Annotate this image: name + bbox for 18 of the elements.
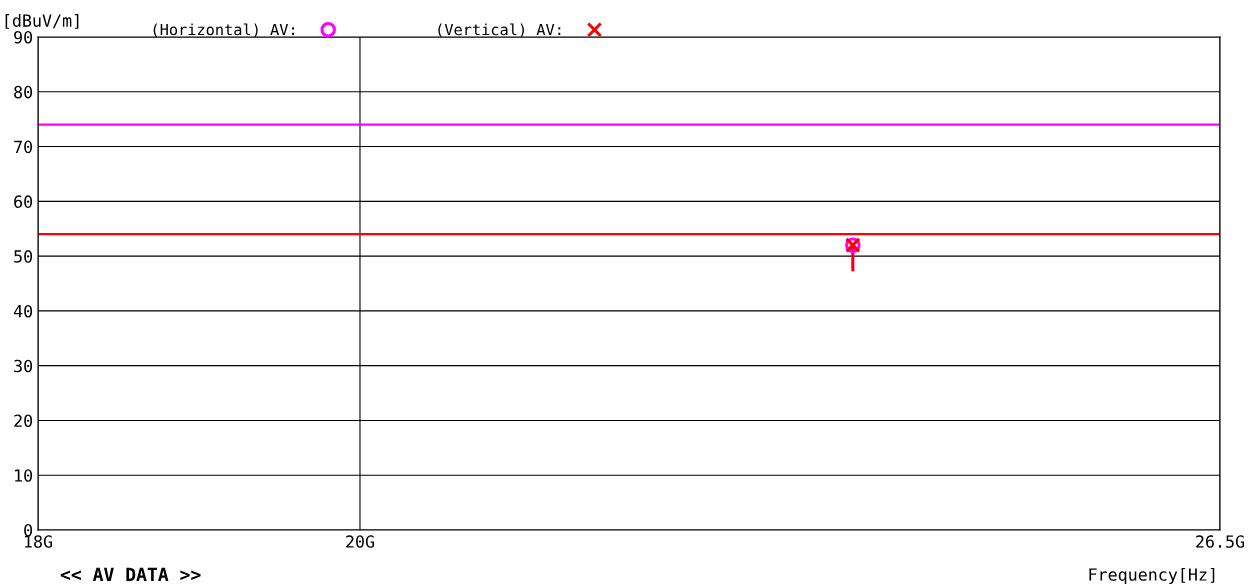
y-tick-label: 30 bbox=[14, 359, 33, 373]
legend-label: (Vertical) AV: bbox=[438, 23, 561, 38]
x-axis-title: Frequency[Hz] bbox=[1089, 567, 1215, 585]
y-tick-label: 20 bbox=[14, 414, 33, 428]
y-tick-label: 0 bbox=[24, 524, 33, 537]
y-tick-label: 40 bbox=[13, 304, 33, 318]
y-tick-label: 90 bbox=[14, 31, 33, 44]
y-tick-label: 50 bbox=[14, 250, 33, 263]
y-tick-label: 80 bbox=[14, 85, 33, 99]
x-tick-label: 20G bbox=[346, 535, 374, 548]
text: << AV DATA >> bbox=[60, 567, 201, 581]
y-tick-label: 70 bbox=[14, 140, 33, 154]
y-axis-title: [dBuV/m] bbox=[5, 13, 79, 29]
y-tick-label: 10 bbox=[15, 469, 33, 482]
y-tick-label: 60 bbox=[14, 195, 33, 208]
x-tick-label: 18G bbox=[24, 535, 52, 548]
x-tick-label: 26.5G bbox=[1196, 535, 1245, 548]
legend-label: (Horizontal) AV: bbox=[153, 23, 294, 38]
